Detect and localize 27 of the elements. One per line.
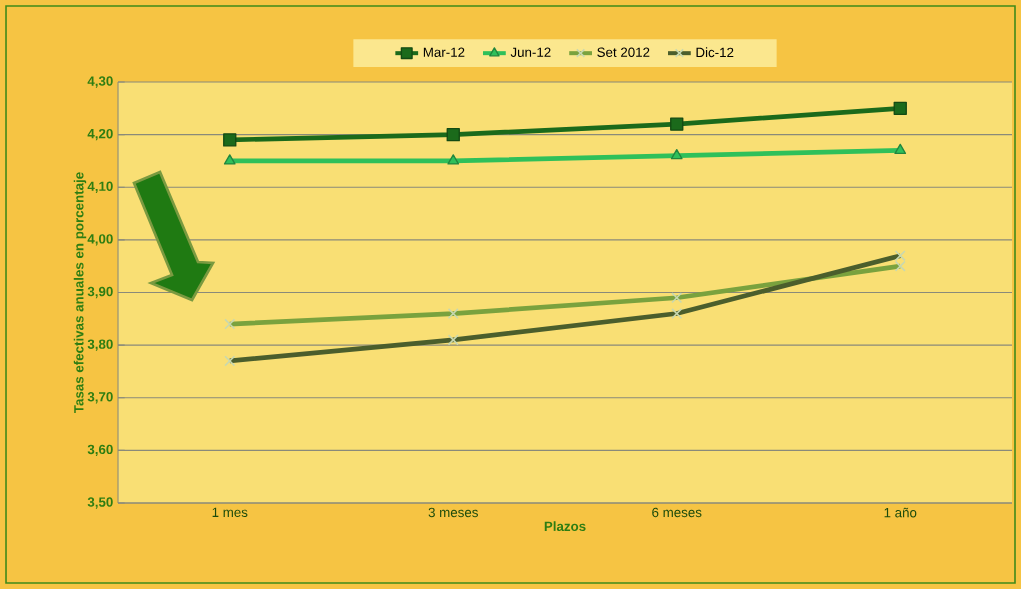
x-tick-label: 6 meses bbox=[652, 507, 702, 518]
y-tick-label: 4,20 bbox=[87, 128, 113, 141]
legend-label: Dic-12 bbox=[696, 47, 734, 58]
point bbox=[893, 101, 907, 115]
y-tick-label: 4,30 bbox=[87, 76, 113, 88]
legend-label: Jun-12 bbox=[510, 47, 551, 57]
point bbox=[894, 143, 907, 155]
y-tick-label: 4,00 bbox=[87, 234, 113, 246]
y-tick-label: 3,90 bbox=[87, 286, 113, 299]
y-axis-title: Tasas efectivas anuales en porcentaje bbox=[73, 172, 87, 414]
point bbox=[670, 117, 684, 131]
y-tick-label: 3,60 bbox=[87, 444, 113, 457]
y-tick-label: 4,10 bbox=[87, 181, 113, 193]
point bbox=[670, 149, 683, 160]
point bbox=[447, 154, 460, 165]
y-tick-label: 3,80 bbox=[87, 339, 113, 351]
legend-label: Mar-12 bbox=[423, 47, 465, 57]
point bbox=[223, 154, 236, 165]
y-tick-label: 3,70 bbox=[87, 392, 113, 404]
x-tick-label: 3 meses bbox=[428, 507, 478, 518]
x-tick-label: 1 mes bbox=[212, 507, 248, 517]
point bbox=[223, 133, 237, 147]
point bbox=[446, 127, 460, 142]
x-axis-title: Plazos bbox=[544, 521, 586, 532]
y-tick-label: 3,50 bbox=[87, 497, 113, 509]
x-tick-label: 1 año bbox=[884, 507, 917, 518]
legend-label: Set 2012 bbox=[597, 47, 650, 57]
